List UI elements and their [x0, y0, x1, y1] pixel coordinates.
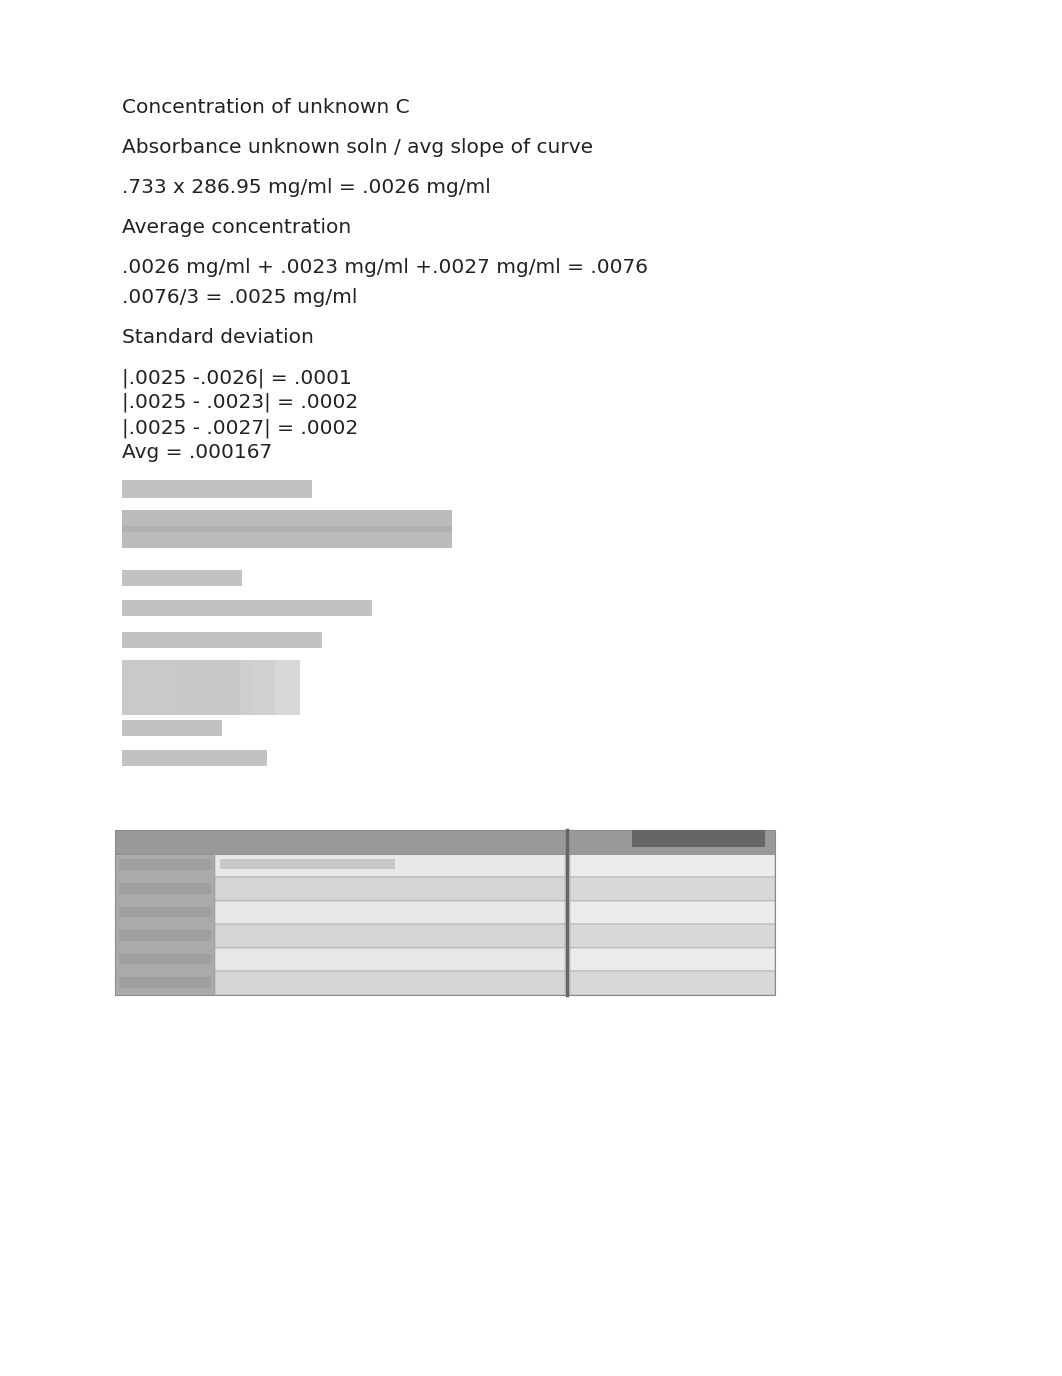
Bar	[215, 925, 565, 948]
Bar	[122, 750, 267, 766]
Text: Avg = .000167: Avg = .000167	[122, 443, 272, 462]
Bar	[122, 720, 222, 736]
Bar	[119, 954, 211, 965]
Text: Absorbance unknown soln / avg slope of curve: Absorbance unknown soln / avg slope of c…	[122, 138, 593, 157]
Bar	[240, 660, 299, 716]
Bar	[570, 901, 775, 925]
Bar	[215, 877, 565, 901]
Bar	[215, 853, 565, 877]
Text: .0076/3 = .0025 mg/ml: .0076/3 = .0025 mg/ml	[122, 288, 358, 307]
Bar	[215, 971, 565, 995]
Bar	[570, 853, 775, 877]
Text: .733 x 286.95 mg/ml = .0026 mg/ml: .733 x 286.95 mg/ml = .0026 mg/ml	[122, 178, 491, 197]
Bar	[215, 901, 565, 925]
Bar	[570, 948, 775, 971]
Bar	[175, 660, 275, 716]
Bar	[119, 907, 211, 918]
Text: |.0025 - .0023| = .0002: |.0025 - .0023| = .0002	[122, 394, 358, 413]
Text: |.0025 - .0027| = .0002: |.0025 - .0027| = .0002	[122, 418, 358, 438]
Bar	[220, 860, 395, 868]
Bar	[119, 977, 211, 988]
Bar	[119, 860, 211, 870]
Bar	[122, 570, 242, 586]
Bar	[122, 632, 322, 648]
Bar	[119, 883, 211, 893]
Bar	[570, 877, 775, 901]
Text: Average concentration: Average concentration	[122, 217, 352, 237]
Bar	[122, 510, 452, 533]
Bar	[215, 948, 565, 971]
Text: Concentration of unknown C: Concentration of unknown C	[122, 98, 410, 117]
Bar	[115, 830, 775, 853]
Bar	[119, 930, 211, 941]
Bar	[122, 480, 312, 498]
Text: .0026 mg/ml + .0023 mg/ml +.0027 mg/ml = .0076: .0026 mg/ml + .0023 mg/ml +.0027 mg/ml =…	[122, 259, 648, 277]
Text: |.0025 -.0026| = .0001: |.0025 -.0026| = .0001	[122, 367, 352, 388]
Bar	[115, 830, 775, 995]
Bar	[115, 830, 215, 995]
Bar	[122, 660, 252, 716]
Text: Standard deviation: Standard deviation	[122, 327, 314, 347]
Bar	[122, 526, 452, 548]
Bar	[570, 925, 775, 948]
Bar	[570, 971, 775, 995]
Bar	[122, 600, 372, 616]
Bar	[632, 830, 765, 846]
